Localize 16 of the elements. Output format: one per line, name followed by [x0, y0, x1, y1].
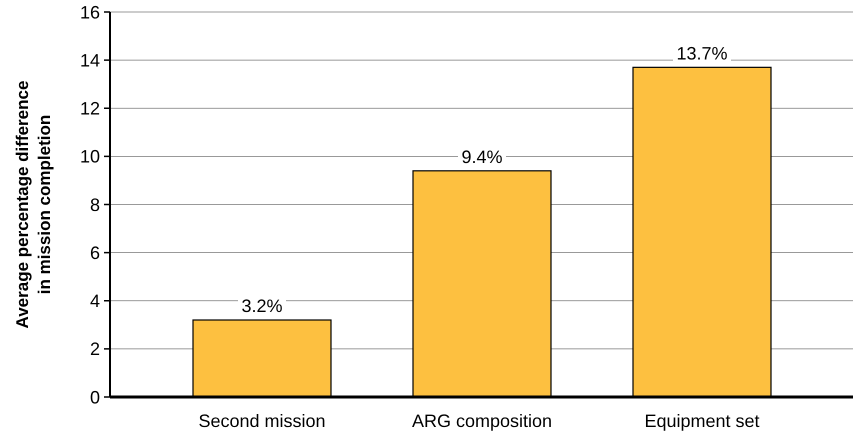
y-axis-title: Average percentage difference in mission completion	[13, 80, 54, 328]
x-tick-label: ARG composition	[412, 411, 552, 431]
y-tick-label: 4	[90, 291, 100, 312]
data-label: 9.4%	[461, 146, 503, 167]
y-tick-label: 0	[90, 387, 100, 408]
y-tick-label: 10	[80, 146, 100, 167]
y-tick-label: 12	[80, 98, 100, 119]
data-label: 3.2%	[241, 296, 283, 316]
data-label: 13.7%	[676, 43, 728, 64]
y-tick-label: 6	[90, 242, 100, 263]
x-tick-label: Equipment set	[644, 411, 760, 431]
y-tick-label: 8	[90, 194, 100, 215]
y-tick-label: 2	[90, 339, 100, 360]
x-tick-label: Second mission	[198, 411, 326, 431]
y-tick-label: 16	[80, 2, 100, 22]
y-tick-label: 14	[80, 50, 100, 70]
